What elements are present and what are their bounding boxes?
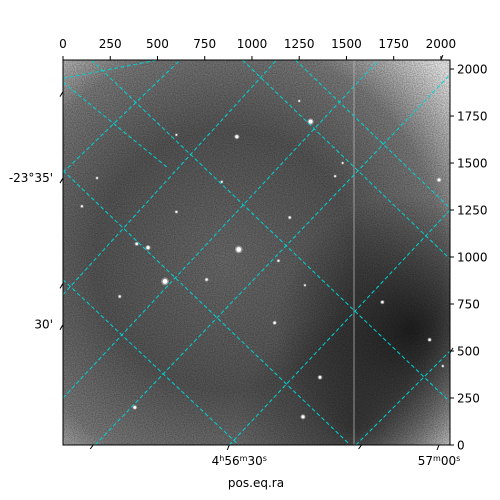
dec-tick-label: 30' (34, 318, 53, 332)
star (220, 180, 223, 183)
world-coordinate-ticks (59, 54, 454, 451)
ra-tick-mark (436, 444, 440, 451)
dec-tick-label: -23°35' (9, 171, 53, 185)
star (308, 119, 313, 124)
star (133, 405, 137, 409)
x-axis-label: pos.eq.ra (228, 476, 284, 490)
y-tick-label: 1500 (457, 157, 488, 171)
x-tick-label: 750 (193, 37, 216, 51)
star (162, 279, 168, 284)
star (318, 375, 322, 379)
star (301, 415, 305, 419)
star (298, 100, 301, 102)
star (236, 247, 242, 252)
x-tick-label: 1000 (237, 37, 268, 51)
star (381, 300, 384, 304)
star (273, 321, 276, 325)
x-tick-label: 1750 (378, 37, 409, 51)
grid-line (63, 60, 158, 79)
dec-tick-mark (59, 91, 64, 97)
grid-line (63, 60, 379, 399)
x-tick-label: 500 (146, 37, 169, 51)
dec-tick-mark (59, 324, 64, 330)
ra-tick-label: 57m00s (418, 454, 461, 469)
grid-line (228, 209, 450, 445)
grid-line (63, 60, 181, 173)
star (437, 178, 441, 182)
y-tick-label: 1000 (457, 251, 488, 265)
star (146, 246, 150, 250)
star (235, 135, 239, 139)
star (428, 338, 431, 342)
x-tick-label: 1250 (284, 37, 315, 51)
dec-tick-mark (59, 283, 64, 289)
y-tick-label: 0 (457, 439, 465, 453)
star (135, 242, 138, 246)
y-tick-label: 1250 (457, 204, 488, 218)
y-tick-label: 1750 (457, 110, 488, 124)
y-tick-label: 750 (457, 298, 480, 312)
ra-tick-mark (226, 444, 230, 451)
star (341, 162, 344, 164)
ra-tick-mark (89, 444, 94, 450)
grid-line (63, 170, 351, 445)
star (334, 175, 337, 178)
grid-line (63, 81, 170, 170)
x-tick-label: 2000 (426, 37, 457, 51)
star (303, 284, 306, 287)
grid-line (63, 60, 277, 295)
star (175, 210, 178, 213)
y-tick-label: 250 (457, 392, 480, 406)
x-tick-label: 1500 (331, 37, 362, 51)
pixel-x-axis-top: 0 250 500 750 1000 1250 1500 1750 2000 (59, 37, 456, 60)
pixel-y-axis-right: 0 250 500 750 1000 1250 1500 1750 2000 (450, 63, 488, 453)
star (205, 278, 208, 281)
dec-tick-mark (59, 177, 64, 184)
star (80, 205, 83, 208)
y-tick-label: 500 (457, 345, 480, 359)
grid-line (94, 74, 450, 445)
grid-line (242, 60, 450, 260)
x-tick-label: 0 (59, 37, 67, 51)
grid-line (295, 60, 450, 209)
star (277, 259, 280, 262)
dec-tick-mark (449, 347, 454, 354)
star (441, 365, 444, 368)
star (175, 133, 178, 136)
star (96, 177, 98, 180)
star (288, 216, 291, 219)
star (118, 295, 121, 298)
coordinate-grid (63, 60, 450, 445)
ra-tick-mark (440, 54, 444, 61)
plot-frame (62, 59, 451, 446)
grid-line (90, 60, 450, 403)
x-tick-label: 250 (99, 37, 122, 51)
y-tick-label: 2000 (457, 63, 488, 77)
ra-tick-mark (358, 444, 362, 450)
ra-tick-label: 4h56m30s (212, 454, 267, 469)
grid-line (355, 350, 450, 445)
star-sources (80, 99, 445, 420)
grid-line (63, 279, 240, 445)
image-plot-area (63, 60, 450, 445)
